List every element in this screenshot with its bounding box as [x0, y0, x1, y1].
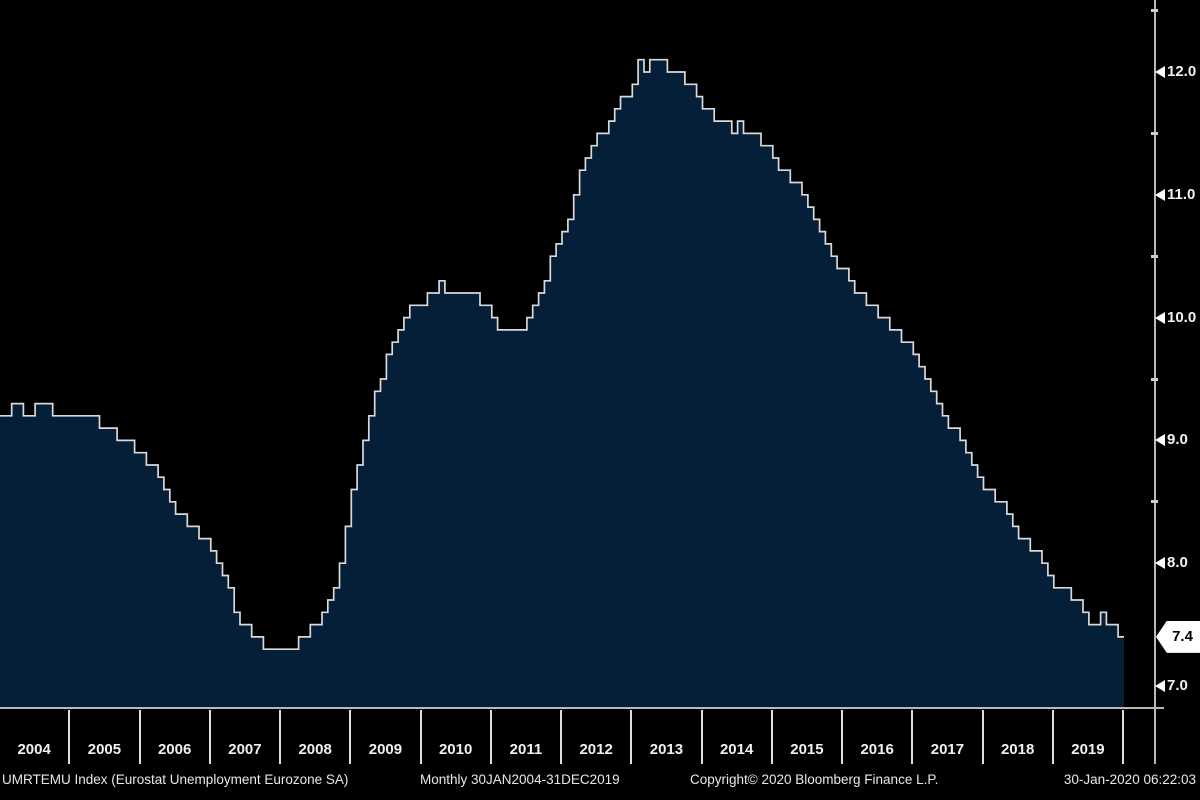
chart-plot-area[interactable]: 12.0 11.0 10.0 9.0 8.0 7.0 7.4 [0, 0, 1200, 763]
y-tick-minor [1151, 131, 1158, 135]
y-axis-line [1154, 0, 1156, 763]
y-axis-extension [1154, 710, 1156, 764]
year-label: 2010 [438, 741, 473, 758]
y-tick-arrow-icon [1155, 188, 1165, 201]
year-label: 2017 [930, 741, 965, 758]
unemployment-area-chart [0, 58, 1124, 707]
x-tick-year-2018: 2018 [984, 710, 1054, 764]
year-label: 2014 [719, 741, 754, 758]
year-label: 2016 [860, 741, 894, 758]
y-tick-label: 12.0 [1167, 63, 1197, 80]
x-tick-year-2007: 2007 [211, 710, 282, 764]
last-price-badge: 7.4 [1156, 620, 1200, 653]
area-line [0, 58, 1124, 651]
y-tick-minor [1151, 9, 1158, 13]
x-tick-year-2016: 2016 [843, 710, 914, 764]
y-tick-label: 10.0 [1167, 308, 1197, 326]
year-label: 2015 [790, 741, 824, 758]
y-tick-arrow-icon [1155, 311, 1165, 324]
y-tick-arrow-icon [1155, 66, 1165, 78]
x-tick-year-2012: 2012 [562, 710, 633, 764]
x-tick-year-2009: 2009 [351, 710, 422, 764]
year-label: 2009 [368, 741, 403, 758]
x-tick-year-2010: 2010 [422, 710, 492, 764]
year-label: 2019 [1071, 741, 1105, 758]
year-label: 2012 [579, 741, 613, 758]
year-label: 2006 [157, 741, 192, 758]
status-index-name: UMRTEMU Index (Eurostat Unemployment Eur… [2, 772, 349, 787]
year-label: 2013 [649, 741, 684, 758]
x-axis-years-strip: 2004 2005 2006 2007 2008 2009 2010 2011 2012 2013… [0, 710, 1200, 765]
y-tick-label: 9.0 [1167, 431, 1188, 449]
x-tick-year-2015: 2015 [773, 710, 844, 764]
x-tick-year-2013: 2013 [632, 710, 703, 764]
x-tick-year-2017: 2017 [913, 710, 984, 764]
x-tick-year-2008: 2008 [281, 710, 352, 764]
year-label: 2011 [509, 741, 543, 758]
status-bar: UMRTEMU Index (Eurostat Unemployment Eur… [0, 765, 1200, 800]
x-tick-year-2004: 2004 [0, 710, 71, 764]
x-tick-year-2014: 2014 [703, 710, 773, 764]
year-label: 2004 [17, 741, 51, 758]
x-tick-year-2011: 2011 [492, 710, 563, 764]
y-tick-arrow-icon [1155, 434, 1165, 447]
year-label: 2005 [87, 741, 122, 758]
y-tick-minor [1151, 500, 1158, 504]
y-tick-arrow-icon [1155, 557, 1165, 570]
y-tick-minor [1151, 377, 1158, 381]
y-tick-arrow-icon [1155, 680, 1165, 692]
year-label: 2018 [1000, 741, 1035, 758]
x-tick-year-2005: 2005 [70, 710, 141, 764]
status-frequency-range: Monthly 30JAN2004-31DEC2019 [420, 772, 620, 787]
y-tick-label: 11.0 [1167, 185, 1196, 203]
area-fill [0, 59, 1124, 707]
status-copyright: Copyright© 2020 Bloomberg Finance L.P. [690, 772, 939, 787]
x-tick-year-2006: 2006 [141, 710, 211, 764]
y-tick-label: 8.0 [1167, 554, 1188, 572]
status-timestamp: 30-Jan-2020 06:22:03 [1063, 772, 1196, 787]
year-label: 2008 [298, 741, 332, 758]
x-axis-baseline [0, 707, 1164, 709]
year-label: 2007 [228, 741, 262, 758]
y-tick-minor [1151, 254, 1158, 258]
x-tick-year-2019: 2019 [1054, 710, 1125, 764]
y-tick-label: 7.0 [1167, 677, 1188, 694]
